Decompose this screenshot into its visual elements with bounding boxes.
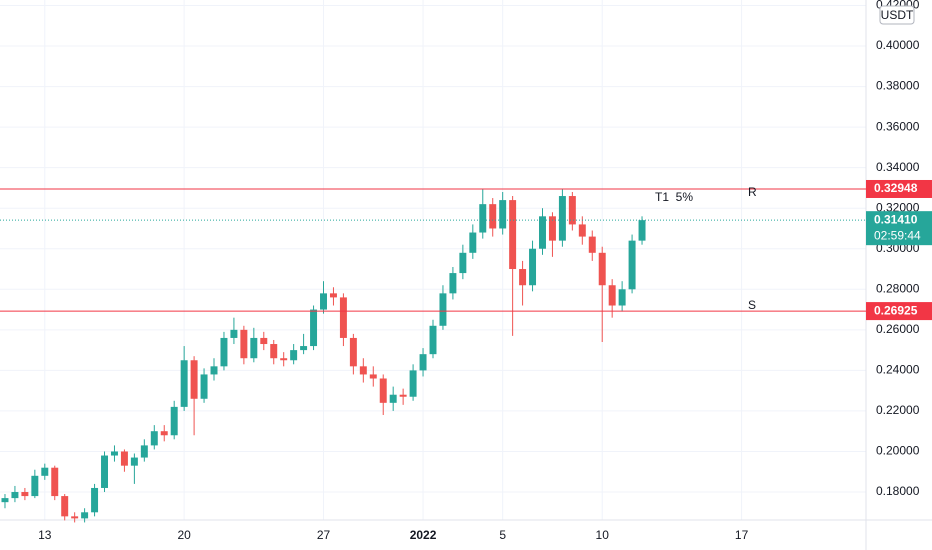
x-tick-label: 10 [596,528,610,542]
candle-body [519,269,527,286]
candle-body [200,374,208,399]
y-tick-label: 0.18000 [876,484,920,498]
candle-body [509,200,517,270]
candle-body [539,216,546,249]
y-tick-label: 0.24000 [876,363,920,377]
candle-body [280,358,288,361]
candle-body [369,374,377,379]
candle-body [240,329,248,359]
x-tick-label: 13 [38,528,52,542]
countdown-label: 02:59:44 [874,228,921,242]
candle-body [489,204,497,229]
candle-body [1,498,9,503]
candle-body [529,248,537,286]
candle-body [81,512,89,519]
candle-body [11,492,19,499]
candle-body [31,475,39,497]
candle-body [339,297,347,338]
x-tick-label: 5 [499,528,506,542]
candle-body [130,457,138,466]
candle-body [618,289,626,306]
candle-body [320,293,327,310]
candle-body [409,370,417,397]
x-tick-label: 27 [317,528,331,542]
candle-body [588,236,596,253]
candle-body [568,196,576,225]
candle-body [150,431,158,446]
x-tick-label: 20 [177,528,191,542]
price-tag-label: 0.31410 [874,212,918,226]
candle-body [608,285,616,306]
candle-body [379,378,387,403]
y-tick-label: 0.26000 [876,322,920,336]
candle-body [479,204,487,233]
candle-body [190,360,198,399]
candle-body [598,252,606,286]
candle-body [220,337,228,367]
candle-body [210,366,218,375]
candle-body [120,451,128,466]
candle-body [429,325,437,355]
y-tick-label: 0.40000 [876,38,920,52]
candle-body [499,200,507,229]
candle-body [270,344,278,359]
candle-body [459,252,467,274]
annotation: S [748,298,756,312]
candle-body [180,360,188,407]
candle-body [449,273,457,294]
candle-body [21,492,29,497]
candle-body [230,329,238,338]
price-tag [866,302,932,321]
candle-body [110,451,118,456]
candle-body [389,394,397,403]
candle-body [61,496,69,517]
candle-body [558,196,566,241]
y-tick-label: 0.32000 [876,200,920,214]
candle-body [41,467,49,476]
currency-label: USDT [881,8,914,22]
price-tag [866,179,932,198]
y-tick-label: 0.36000 [876,119,920,133]
candle-body [359,366,367,375]
candle-body [329,293,337,298]
candle-body [91,487,99,513]
price-tag-label: 0.32948 [874,181,918,195]
y-tick-label: 0.28000 [876,281,920,295]
candle-body [578,224,586,237]
candle-body [638,220,646,241]
candle-body [160,431,168,436]
candle-body [310,309,318,347]
x-tick-label: 17 [735,528,749,542]
candle-body [101,455,109,488]
candle-body [290,350,298,361]
annotation: T1 5% [655,190,693,204]
y-tick-label: 0.22000 [876,403,920,417]
price-tag-label: 0.26925 [874,303,918,317]
candle-body [628,240,636,290]
candle-body [439,293,447,326]
annotation: R [748,185,757,199]
y-tick-label: 0.20000 [876,444,920,458]
candle-body [300,346,308,351]
candle-body [419,354,427,371]
candle-body [51,467,59,497]
candle-body [349,337,357,367]
candle-body [71,516,79,519]
y-tick-label: 0.38000 [876,79,920,93]
candle-body [260,337,268,345]
candle-body [170,406,178,436]
candle-body [250,337,258,359]
x-tick-label: 2022 [410,528,437,542]
candle-body [399,394,407,397]
candle-body [548,216,556,241]
y-tick-label: 0.34000 [876,160,920,174]
candle-body [469,232,477,253]
price-tag [866,211,932,246]
candle-body [140,445,148,458]
currency-badge [879,5,915,25]
